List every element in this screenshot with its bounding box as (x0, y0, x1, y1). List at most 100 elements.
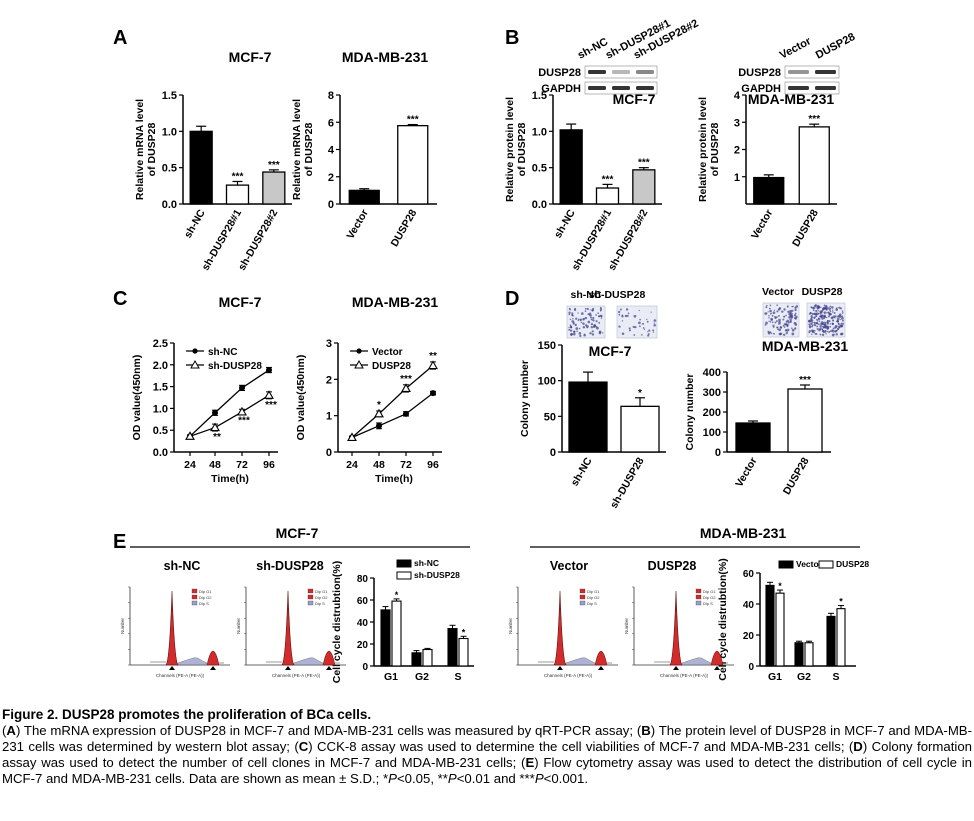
significance-label: * (377, 400, 381, 411)
colony-dot (639, 318, 641, 321)
data-point (266, 367, 272, 374)
colony-dot (592, 307, 595, 310)
colony-dot (781, 310, 784, 313)
colony-dot (836, 317, 840, 321)
y-tick-label: 2.5 (153, 338, 168, 350)
y-tick-label: 1.0 (153, 403, 168, 415)
bar (632, 169, 656, 205)
colony-dot (595, 314, 597, 316)
bar (620, 405, 660, 453)
colony-dot (582, 322, 585, 325)
y-axis-label-line: of DUSP28 (516, 123, 528, 177)
colony-dot (571, 312, 574, 315)
colony-dot (653, 324, 656, 327)
colony-dot (814, 304, 817, 307)
x-axis-label: Time(h) (211, 473, 249, 485)
significance-label: *** (400, 374, 412, 385)
caption-fragment: ) Flow cytometry assay was used to detec… (2, 755, 972, 786)
colony-dot (590, 316, 592, 319)
bar (348, 189, 380, 205)
colony-dot (600, 317, 603, 319)
y-axis-label-line: Cell cycle distrubtion(%) (331, 561, 343, 684)
g1-peak (281, 590, 295, 666)
colony-dot (823, 317, 826, 320)
colony-dot (785, 314, 787, 317)
series-line (189, 394, 270, 437)
x-tick-label: DUSP28 (790, 207, 821, 249)
colony-dot (619, 308, 622, 311)
flow-sample-label: sh-NC (164, 559, 201, 573)
colony-dot (817, 307, 819, 309)
colony-dot (824, 325, 826, 328)
y-tick-label: 8 (328, 90, 334, 102)
colony-dot (776, 304, 779, 306)
colony-dot (785, 329, 788, 332)
bar (595, 187, 620, 205)
g2-marker (714, 666, 720, 670)
colony-dot (773, 326, 775, 329)
colony-dot (788, 312, 791, 316)
colony-dot (817, 320, 819, 322)
colony-dot (652, 329, 655, 332)
blot-band (636, 86, 654, 90)
colony-dot (602, 332, 604, 334)
colony-dot (576, 330, 578, 333)
colony-dot (577, 312, 579, 314)
colony-dot (774, 316, 776, 318)
colony-dot (830, 316, 834, 320)
colony-dot (599, 307, 602, 310)
colony-dot (829, 325, 832, 328)
legend-label: sh-NC (208, 347, 237, 358)
g2-marker (598, 666, 604, 670)
colony-dot (828, 330, 831, 334)
colony-dot (769, 313, 772, 315)
blot-band (636, 70, 654, 74)
chart-title: MDA-MB-231 (748, 91, 835, 107)
y-tick-label: 0.5 (532, 163, 547, 175)
y-axis-label: Cell cycle distrubtion(%) (331, 561, 343, 684)
data-point (403, 410, 409, 417)
colony-dot (584, 310, 587, 312)
colony-dot (826, 312, 828, 314)
x-tick-label: 48 (373, 459, 385, 471)
chart-title: MCF-7 (613, 91, 656, 107)
colony-dot (840, 325, 842, 328)
colony-dot (779, 326, 782, 329)
y-axis-label-line: OD value(450nm) (131, 355, 143, 441)
colony-dot (836, 320, 839, 323)
colony-dot (789, 320, 792, 323)
flow-legend-swatch (579, 600, 586, 606)
significance-label: ** (429, 351, 437, 362)
caption-fragment: B (641, 723, 651, 738)
legend-label: sh-DUSP28 (208, 361, 262, 372)
colony-dot (793, 321, 797, 325)
blot-membrane (784, 65, 840, 79)
colony-dot (653, 322, 655, 324)
caption-fragment: ) Colony formation assay was used to det… (2, 739, 973, 770)
colony-dot (628, 327, 631, 330)
flow-legend-label: Dip S (199, 601, 209, 606)
colony-dot (813, 331, 815, 334)
flow-legend-label: Dip G1 (199, 589, 212, 594)
legend-swatch (396, 571, 412, 580)
y-tick-label: 4 (734, 90, 741, 102)
colony-dot (638, 309, 640, 312)
blot-row-label: GAPDH (741, 83, 781, 95)
colony-dot (589, 332, 592, 335)
y-tick-label: 1 (734, 172, 740, 184)
colony-dot (765, 321, 768, 325)
x-tick-label: S (832, 671, 839, 683)
g1-peak (669, 590, 683, 666)
debris-trace (654, 661, 728, 664)
colony-dot (777, 328, 780, 331)
x-tick-label: G2 (797, 671, 811, 683)
bar (458, 637, 469, 667)
colony-dot (571, 314, 574, 317)
chart-E2: 0 20 40 60 Cell cycle distrubtion(%) * G1 G2 * S V… (717, 558, 869, 683)
colony-dot (587, 313, 590, 316)
colony-dot (574, 323, 577, 327)
colony-dot (778, 318, 781, 322)
significance-label: *** (407, 115, 419, 126)
